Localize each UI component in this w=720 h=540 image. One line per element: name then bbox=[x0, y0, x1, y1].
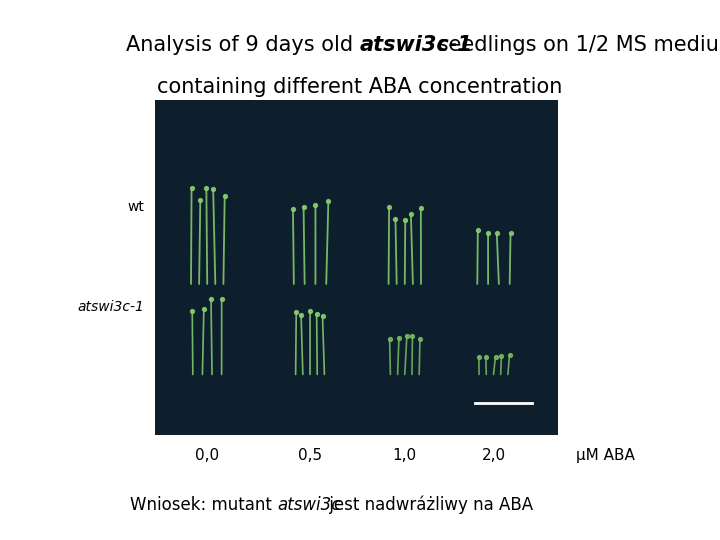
Text: atswi3c-1: atswi3c-1 bbox=[77, 300, 144, 314]
Text: 0,0: 0,0 bbox=[195, 448, 220, 463]
Text: μM ABA: μM ABA bbox=[576, 448, 635, 463]
Text: atswi3c-1: atswi3c-1 bbox=[360, 35, 473, 55]
Bar bbox=[155, 100, 558, 435]
Text: 0,5: 0,5 bbox=[298, 448, 322, 463]
Text: seedlings on 1/2 MS medium: seedlings on 1/2 MS medium bbox=[431, 35, 720, 55]
Text: atswi3c: atswi3c bbox=[277, 496, 341, 514]
Text: Wniosek: mutant: Wniosek: mutant bbox=[130, 496, 277, 514]
Text: jest nadwráżliwy na ABA: jest nadwráżliwy na ABA bbox=[324, 496, 533, 514]
Text: 1,0: 1,0 bbox=[392, 448, 417, 463]
Text: wt: wt bbox=[127, 200, 144, 214]
Text: containing different ABA concentration: containing different ABA concentration bbox=[157, 77, 563, 97]
Text: Analysis of 9 days old: Analysis of 9 days old bbox=[126, 35, 360, 55]
Text: 2,0: 2,0 bbox=[482, 448, 505, 463]
